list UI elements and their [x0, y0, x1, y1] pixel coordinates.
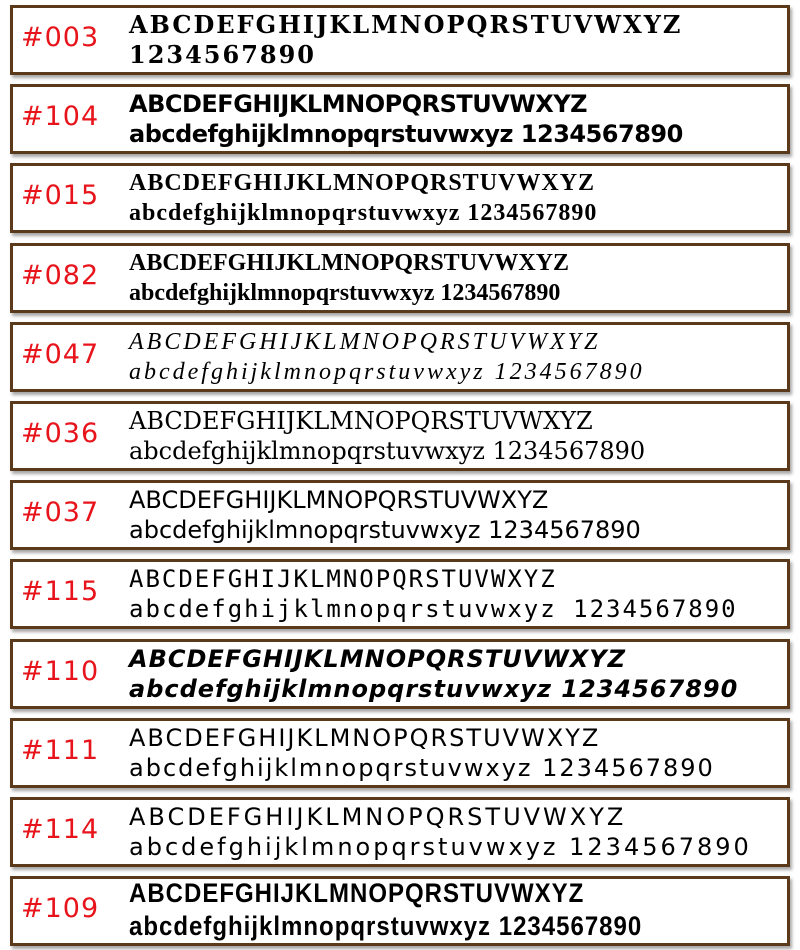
font-code: #015: [21, 180, 100, 212]
font-code: #104: [21, 101, 100, 133]
sample-uppercase: ABCDEFGHIJKLMNOPQRSTUVWXYZ: [129, 723, 601, 752]
font-sample: ABCDEFGHIJKLMNOPQRSTUVWXYZ abcdefghijklmn…: [129, 802, 752, 862]
sample-lowercase-digits: abcdefghijklmnopqrstuvwxyz 1234567890: [129, 437, 646, 465]
font-sample-row: #036 ABCDEFGHIJKLMNOPQRSTUVWXYZ abcdefghij…: [10, 401, 790, 471]
font-sample-row: #109 ABCDEFGHIJKLMNOPQRSTUVWXYZ abcdefghij…: [10, 876, 790, 947]
sample-uppercase: ABCDEFGHIJKLMNOPQRSTUVWXYZ: [129, 407, 593, 435]
sample-uppercase: ABCDEFGHIJKLMNOPQRSTUVWXYZ: [129, 565, 557, 594]
font-code: #110: [21, 655, 100, 687]
font-sample-row: #104 ABCDEFGHIJKLMNOPQRSTUVWXYZ abcdefghij…: [10, 84, 790, 155]
font-code: #109: [21, 893, 100, 925]
font-code: #037: [21, 497, 100, 529]
font-code: #003: [21, 22, 100, 53]
sample-lowercase-digits: abcdefghijklmnopqrstuvwxyz 1234567890: [129, 516, 641, 545]
sample-uppercase: ABCDEFGHIJKLMNOPQRSTUVWXYZ: [129, 328, 601, 355]
font-sample-row: #015 ABCDEFGHIJKLMNOPQRSTUVWXYZ abcdefghij…: [10, 163, 790, 234]
font-sample: ABCDEFGHIJKLMNOPQRSTUVWXYZ 1234567890: [129, 10, 682, 70]
font-sample: ABCDEFGHIJKLMNOPQRSTUVWXYZ abcdefghijklmn…: [129, 89, 683, 149]
sample-lowercase-digits: abcdefghijklmnopqrstuvwxyz 1234567890: [129, 833, 752, 861]
font-sample-row: #114 ABCDEFGHIJKLMNOPQRSTUVWXYZ abcdefghij…: [10, 797, 790, 867]
font-sample: ABCDEFGHIJKLMNOPQRSTUVWXYZ abcdefghijklmn…: [129, 644, 738, 704]
font-sample-row: #047 ABCDEFGHIJKLMNOPQRSTUVWXYZ abcdefghij…: [10, 321, 790, 392]
font-sample: ABCDEFGHIJKLMNOPQRSTUVWXYZ abcdefghijklmn…: [129, 878, 642, 944]
font-code: #111: [21, 734, 100, 766]
font-code: #047: [21, 338, 100, 370]
font-sample: ABCDEFGHIJKLMNOPQRSTUVWXYZ abcdefghijklmn…: [129, 248, 569, 308]
font-sample: ABCDEFGHIJKLMNOPQRSTUVWXYZ abcdefghijklmn…: [129, 327, 645, 387]
font-sample: ABCDEFGHIJKLMNOPQRSTUVWXYZ abcdefghijklmn…: [129, 168, 597, 228]
font-code: #114: [21, 814, 100, 845]
sample-lowercase-digits: abcdefghijklmnopqrstuvwxyz 1234567890: [129, 120, 683, 149]
sample-lowercase-digits: abcdefghijklmnopqrstuvwxyz 1234567890: [129, 753, 715, 782]
font-sample: ABCDEFGHIJKLMNOPQRSTUVWXYZ abcdefghijklmn…: [129, 485, 641, 545]
sample-uppercase: ABCDEFGHIJKLMNOPQRSTUVWXYZ: [129, 644, 627, 673]
sample-lowercase-digits: abcdefghijklmnopqrstuvwxyz 1234567890: [129, 595, 738, 624]
font-sample-row: #111 ABCDEFGHIJKLMNOPQRSTUVWXYZ abcdefghij…: [10, 717, 790, 788]
sample-uppercase: ABCDEFGHIJKLMNOPQRSTUVWXYZ: [129, 249, 570, 276]
font-sample-row: #115 ABCDEFGHIJKLMNOPQRSTUVWXYZ abcdefghij…: [10, 559, 790, 630]
sample-uppercase: ABCDEFGHIJKLMNOPQRSTUVWXYZ: [129, 879, 585, 909]
sample-lowercase-digits: abcdefghijklmnopqrstuvwxyz 1234567890: [129, 912, 643, 942]
font-sample-row: #110 ABCDEFGHIJKLMNOPQRSTUVWXYZ abcdefghij…: [10, 638, 790, 709]
sample-uppercase: ABCDEFGHIJKLMNOPQRSTUVWXYZ: [129, 486, 549, 515]
font-code: #036: [21, 418, 100, 449]
font-sample-row: #003 ABCDEFGHIJKLMNOPQRSTUVWXYZ 1234567890: [10, 5, 790, 75]
sample-lowercase-digits: abcdefghijklmnopqrstuvwxyz 1234567890: [129, 200, 598, 227]
sample-uppercase: ABCDEFGHIJKLMNOPQRSTUVWXYZ: [129, 90, 588, 119]
sample-uppercase: ABCDEFGHIJKLMNOPQRSTUVWXYZ: [129, 170, 596, 197]
font-code: #115: [21, 576, 100, 608]
sample-uppercase: ABCDEFGHIJKLMNOPQRSTUVWXYZ: [129, 10, 683, 39]
font-sample: ABCDEFGHIJKLMNOPQRSTUVWXYZ abcdefghijklmn…: [129, 723, 715, 783]
font-sample-row: #082 ABCDEFGHIJKLMNOPQRSTUVWXYZ abcdefghij…: [10, 242, 790, 313]
sample-lowercase-digits: 1234567890: [129, 40, 316, 69]
sample-lowercase-digits: abcdefghijklmnopqrstuvwxyz 1234567890: [129, 674, 739, 703]
font-code: #082: [21, 259, 100, 291]
sample-uppercase: ABCDEFGHIJKLMNOPQRSTUVWXYZ: [129, 803, 627, 831]
sample-lowercase-digits: abcdefghijklmnopqrstuvwxyz 1234567890: [129, 279, 561, 306]
font-sample: ABCDEFGHIJKLMNOPQRSTUVWXYZ abcdefghijklmn…: [129, 564, 738, 624]
font-sample-row: #037 ABCDEFGHIJKLMNOPQRSTUVWXYZ abcdefghij…: [10, 480, 790, 551]
sample-lowercase-digits: abcdefghijklmnopqrstuvwxyz 1234567890: [129, 358, 645, 385]
font-sample: ABCDEFGHIJKLMNOPQRSTUVWXYZ abcdefghijklmn…: [129, 406, 645, 466]
